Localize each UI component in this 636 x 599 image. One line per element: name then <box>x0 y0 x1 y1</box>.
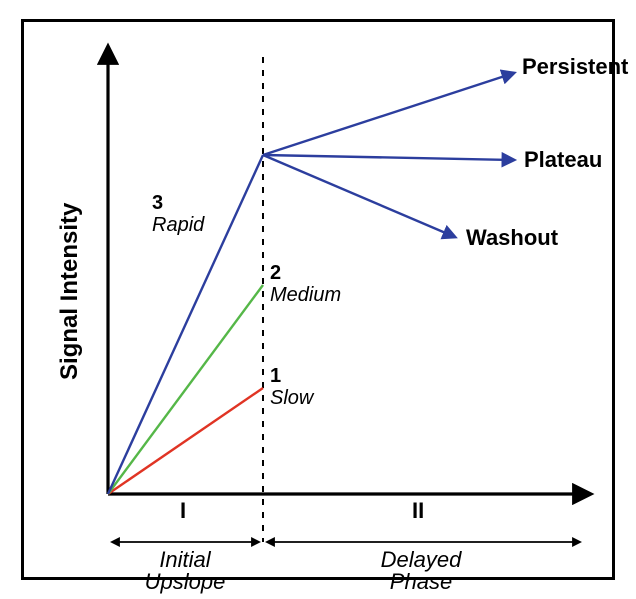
curve3-num: 3 <box>152 192 163 215</box>
label-plateau: Plateau <box>524 147 602 173</box>
phase2-name-line2: Phase <box>388 569 454 595</box>
y-axis-label: Signal Intensity <box>56 203 84 380</box>
curve3-name: Rapid <box>152 214 204 237</box>
phase2-roman: II <box>412 498 424 524</box>
curve1-num: 1 <box>270 365 281 388</box>
curve2-num: 2 <box>270 262 281 285</box>
phase1-roman: I <box>180 498 186 524</box>
label-persistent: Persistent <box>522 54 628 80</box>
phase1-name-line2: Upslope <box>142 569 228 595</box>
curve2-name: Medium <box>270 284 341 307</box>
curve1-name: Slow <box>270 387 313 410</box>
label-washout: Washout <box>466 225 558 251</box>
